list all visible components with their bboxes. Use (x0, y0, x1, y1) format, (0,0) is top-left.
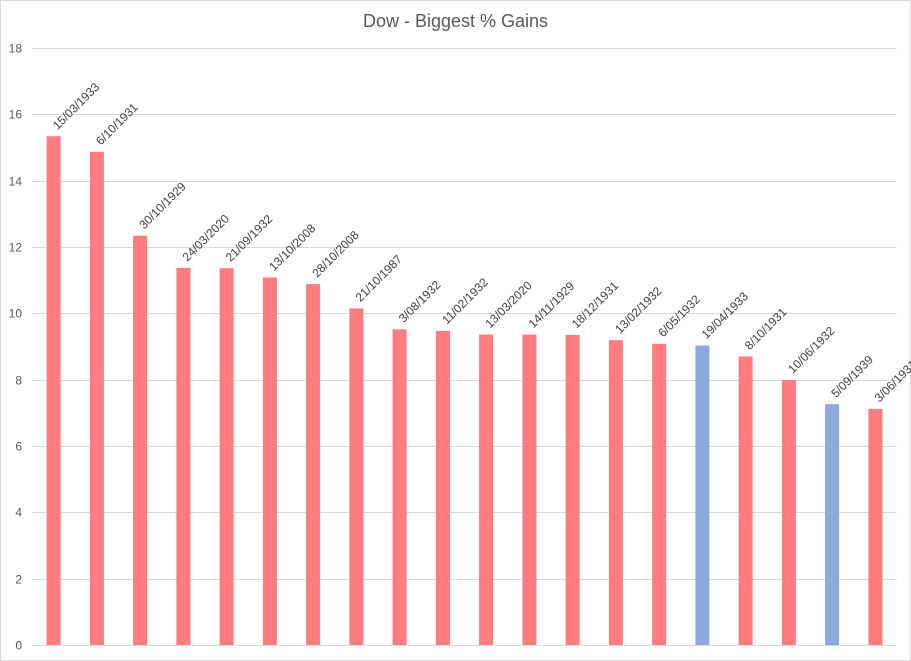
data-label: 3/08/1932 (396, 278, 444, 326)
bar (825, 404, 840, 645)
data-label: 15/03/1933 (50, 80, 103, 133)
y-tick-label: 14 (9, 175, 23, 189)
y-tick-label: 8 (15, 374, 22, 388)
y-tick-label: 6 (15, 440, 22, 454)
data-label: 6/05/1932 (655, 292, 703, 340)
bar (608, 340, 623, 645)
y-tick-label: 0 (15, 639, 22, 653)
data-label: 3/06/1931 (872, 357, 911, 405)
y-tick-label: 10 (9, 307, 23, 321)
data-label: 6/10/1931 (93, 100, 141, 148)
data-label: 30/10/1929 (136, 179, 189, 232)
bar (435, 330, 450, 645)
bar (781, 380, 796, 645)
data-label: 19/04/1933 (699, 289, 752, 342)
bar (652, 343, 667, 645)
bar (695, 345, 710, 645)
y-tick-label: 16 (9, 108, 23, 122)
y-tick-label: 12 (9, 241, 23, 255)
bar (565, 334, 580, 645)
bar (306, 284, 321, 645)
bar (89, 151, 104, 646)
bar (868, 408, 883, 645)
bar (176, 267, 191, 645)
data-label: 21/09/1932 (223, 212, 276, 265)
y-tick-label: 18 (9, 42, 23, 56)
bar (219, 268, 234, 645)
data-label: 8/10/1931 (742, 305, 790, 353)
y-tick-label: 4 (15, 506, 22, 520)
data-label: 5/09/1939 (828, 352, 876, 400)
bar (738, 356, 753, 645)
data-label: 21/10/1987 (353, 252, 406, 305)
bar (392, 329, 407, 645)
data-label: 28/10/2008 (309, 228, 362, 281)
bar (479, 334, 494, 645)
chart-title: Dow - Biggest % Gains (362, 11, 549, 31)
bar (522, 334, 537, 645)
bar (349, 308, 364, 645)
y-tick-label: 2 (15, 573, 22, 587)
bar (262, 277, 277, 645)
bar (133, 235, 148, 645)
data-label: 18/12/1931 (569, 278, 622, 331)
bar (46, 136, 61, 645)
data-label: 10/06/1932 (785, 324, 838, 377)
